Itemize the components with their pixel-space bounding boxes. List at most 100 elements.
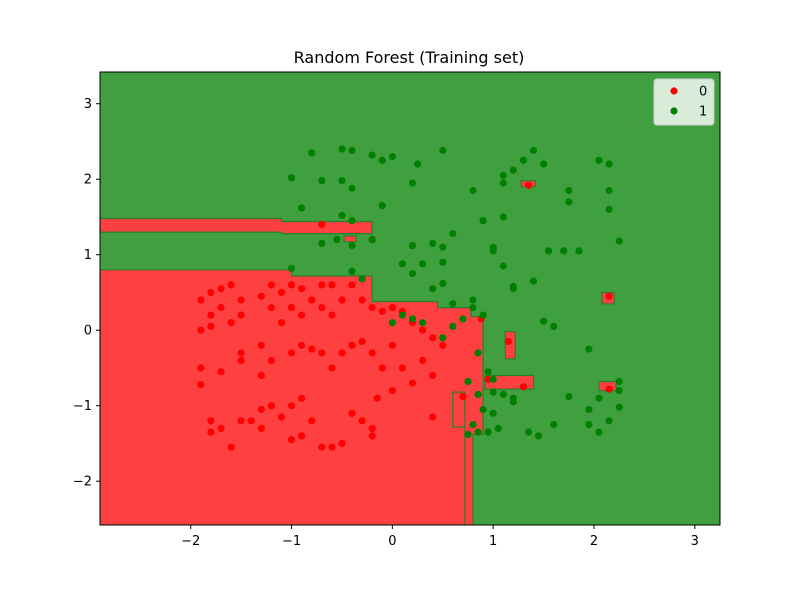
data-point-class-0 [378, 307, 386, 315]
data-point-class-0 [328, 281, 336, 289]
data-point-class-0 [348, 281, 356, 289]
data-point-class-1 [429, 285, 437, 293]
legend: 01 [653, 78, 715, 126]
data-point-class-0 [267, 281, 275, 289]
data-point-class-1 [550, 322, 558, 330]
data-point-class-1 [499, 262, 507, 270]
data-point-class-1 [605, 160, 613, 168]
data-point-class-0 [197, 296, 205, 304]
data-point-class-1 [378, 156, 386, 164]
data-point-class-0 [328, 443, 336, 451]
data-point-class-0 [328, 364, 336, 372]
x-tick-label: −1 [282, 534, 301, 549]
data-point-class-1 [439, 243, 447, 251]
data-point-class-1 [449, 300, 457, 308]
data-point-class-1 [595, 428, 603, 436]
y-axis: −2 −1 0 1 2 3 [73, 97, 100, 490]
data-point-class-1 [469, 296, 477, 304]
data-point-class-1 [348, 184, 356, 192]
data-point-class-1 [489, 388, 497, 396]
data-point-class-0 [338, 349, 346, 357]
scatter-points [197, 145, 623, 451]
data-point-class-0 [287, 402, 296, 410]
legend-label-1: 1 [699, 105, 707, 120]
data-point-class-1 [439, 146, 447, 155]
data-point-class-1 [489, 247, 497, 255]
y-tick-label: −1 [73, 399, 92, 414]
data-point-class-0 [227, 319, 235, 327]
data-point-class-0 [217, 368, 225, 376]
decision-region-class-0 [343, 235, 357, 243]
data-point-class-1 [419, 319, 427, 327]
data-point-class-1 [479, 405, 487, 414]
data-point-class-0 [605, 385, 613, 393]
data-point-class-0 [408, 379, 417, 387]
data-point-class-1 [408, 179, 417, 187]
data-point-class-1 [287, 174, 296, 182]
data-point-class-1 [429, 239, 437, 247]
data-point-class-1 [358, 275, 366, 283]
data-point-class-0 [605, 292, 613, 300]
data-point-class-1 [439, 279, 447, 287]
data-point-class-1 [338, 177, 346, 185]
data-point-class-0 [207, 322, 215, 330]
data-point-class-1 [615, 387, 623, 395]
data-point-class-0 [207, 311, 215, 319]
y-tick-label: 1 [84, 248, 92, 263]
data-point-class-1 [489, 375, 497, 383]
data-point-class-0 [318, 220, 326, 229]
data-point-class-1 [388, 153, 396, 161]
data-point-class-0 [524, 181, 533, 189]
data-point-class-0 [298, 311, 306, 319]
data-point-class-0 [207, 288, 215, 297]
data-point-class-0 [257, 341, 265, 349]
data-point-class-0 [287, 436, 296, 444]
data-point-class-1 [308, 149, 316, 157]
data-point-class-0 [504, 337, 512, 346]
data-point-class-0 [298, 394, 306, 402]
y-tick-label: 2 [84, 173, 92, 188]
data-point-class-1 [605, 186, 613, 195]
data-point-class-1 [459, 315, 467, 323]
data-point-class-1 [408, 242, 417, 250]
data-point-class-1 [524, 428, 533, 436]
decision-region-class-0 [504, 331, 516, 360]
data-point-class-0 [298, 341, 306, 349]
data-point-class-1 [439, 258, 447, 266]
data-point-class-1 [287, 264, 296, 272]
data-point-class-0 [237, 356, 245, 364]
legend-marker-1 [670, 107, 678, 115]
x-tick-label: 2 [590, 534, 598, 549]
data-point-class-0 [267, 356, 275, 364]
data-point-class-0 [277, 319, 286, 327]
data-point-class-1 [575, 247, 583, 255]
data-point-class-1 [534, 432, 543, 440]
data-point-class-1 [378, 202, 386, 210]
chart-title: Random Forest (Training set) [294, 48, 525, 67]
data-point-class-1 [565, 186, 573, 195]
data-point-class-0 [338, 439, 346, 448]
data-point-class-1 [419, 260, 427, 268]
data-point-class-1 [499, 179, 507, 187]
data-point-class-1 [615, 237, 623, 245]
data-point-class-1 [318, 239, 326, 247]
data-point-class-1 [565, 393, 573, 401]
y-tick-label: 0 [84, 324, 92, 339]
data-point-class-0 [484, 375, 492, 383]
data-point-class-0 [197, 364, 205, 372]
data-point-class-1 [439, 334, 447, 342]
data-point-class-0 [318, 443, 326, 451]
data-point-class-0 [368, 349, 376, 357]
x-tick-label: −2 [181, 534, 200, 549]
data-point-class-0 [368, 424, 376, 432]
data-point-class-0 [308, 417, 316, 425]
data-point-class-1 [489, 409, 497, 417]
data-point-class-0 [439, 341, 447, 349]
data-point-class-0 [257, 292, 265, 300]
data-point-class-0 [237, 417, 245, 425]
data-point-class-0 [217, 304, 225, 312]
data-point-class-0 [308, 345, 316, 353]
x-tick-label: 3 [691, 534, 699, 549]
data-point-class-0 [257, 424, 265, 432]
